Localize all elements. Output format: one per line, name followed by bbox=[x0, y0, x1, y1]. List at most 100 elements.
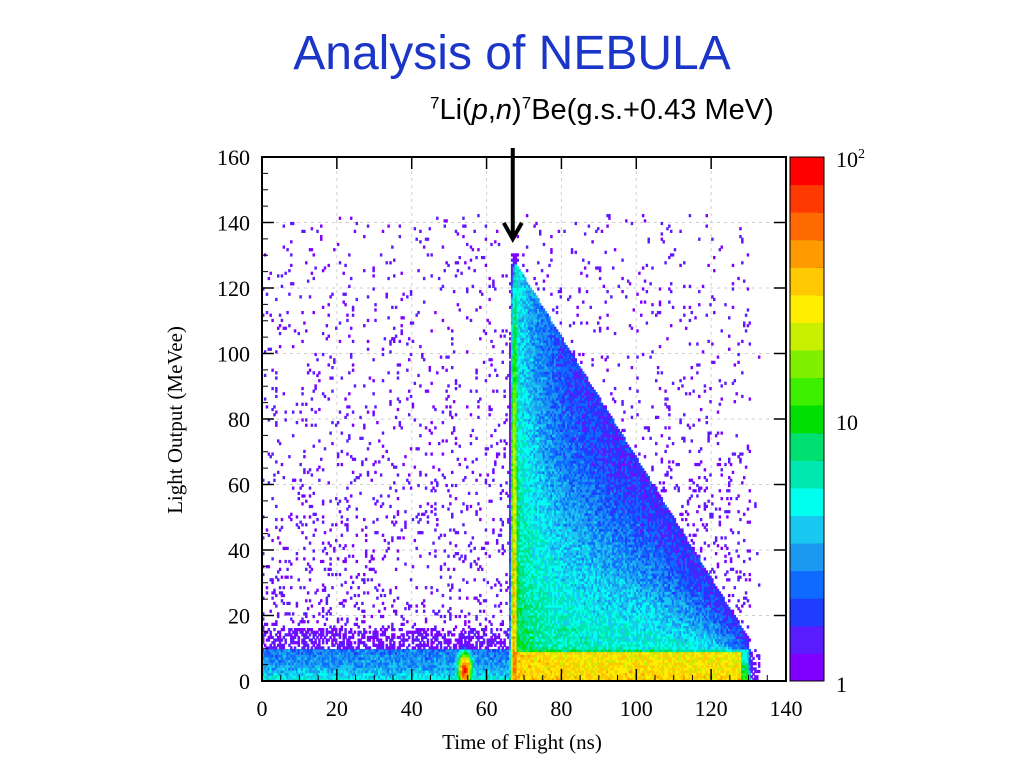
heatmap-cell bbox=[329, 662, 332, 666]
heatmap-cell bbox=[439, 355, 443, 359]
heatmap-cell bbox=[484, 237, 488, 241]
heatmap-cell bbox=[310, 677, 314, 681]
heatmap-cell bbox=[284, 612, 287, 616]
heatmap-cell bbox=[348, 659, 351, 663]
heatmap-cell bbox=[387, 276, 390, 281]
heatmap-cell bbox=[308, 295, 312, 299]
heatmap-cell bbox=[349, 656, 353, 661]
heatmap-cell bbox=[280, 643, 284, 647]
heatmap-cell bbox=[505, 580, 508, 585]
heatmap-cell bbox=[312, 371, 315, 375]
heatmap-cell bbox=[305, 662, 308, 666]
heatmap-cell bbox=[361, 436, 364, 440]
heatmap-cell bbox=[323, 656, 327, 661]
heatmap-cell bbox=[361, 648, 364, 653]
heatmap-cell bbox=[404, 520, 407, 524]
heatmap-cell bbox=[297, 675, 301, 679]
heatmap-cell bbox=[336, 557, 340, 561]
heatmap-cell bbox=[391, 245, 394, 249]
heatmap-cell bbox=[441, 366, 445, 370]
heatmap-cell bbox=[357, 664, 360, 668]
heatmap-cell bbox=[419, 470, 422, 475]
heatmap-cell bbox=[348, 638, 351, 642]
heatmap-cell bbox=[389, 486, 392, 490]
heatmap-cell bbox=[293, 651, 297, 655]
heatmap-cell bbox=[503, 394, 506, 399]
heatmap-cell bbox=[342, 651, 345, 655]
element-li: Li( bbox=[439, 94, 472, 126]
heatmap-cell bbox=[469, 541, 473, 545]
heatmap-cell bbox=[421, 352, 424, 357]
heatmap-cell bbox=[434, 625, 437, 629]
heatmap-cell bbox=[267, 664, 271, 668]
heatmap-cell bbox=[497, 549, 501, 553]
heatmap-cell bbox=[316, 643, 319, 647]
heatmap-cell bbox=[295, 662, 299, 666]
heatmap-cell bbox=[458, 384, 461, 388]
heatmap-cell bbox=[288, 643, 291, 647]
heatmap-cell bbox=[471, 470, 475, 475]
heatmap-cell bbox=[366, 347, 370, 351]
heatmap-cell bbox=[434, 507, 437, 511]
heatmap-cell bbox=[471, 536, 475, 540]
heatmap-cell bbox=[351, 313, 355, 317]
heatmap-cell bbox=[430, 329, 433, 333]
heatmap-cell bbox=[333, 677, 336, 681]
heatmap-cell bbox=[503, 389, 506, 393]
heatmap-cell bbox=[495, 389, 499, 393]
heatmap-cell bbox=[331, 659, 334, 663]
heatmap-cell bbox=[333, 651, 336, 655]
heatmap-cell bbox=[402, 536, 405, 540]
heatmap-cell bbox=[320, 672, 323, 676]
heatmap-cell bbox=[305, 664, 308, 668]
heatmap-cell bbox=[490, 339, 493, 344]
mass-number-be: 7 bbox=[521, 93, 532, 113]
heatmap-cell bbox=[286, 575, 289, 579]
heatmap-cell bbox=[473, 578, 476, 582]
heatmap-cell bbox=[355, 659, 359, 663]
heatmap-cell bbox=[348, 253, 351, 257]
heatmap-cell bbox=[525, 245, 529, 249]
heatmap-cell bbox=[301, 638, 304, 642]
heatmap-cell bbox=[503, 638, 506, 642]
heatmap-cell bbox=[381, 533, 385, 537]
heatmap-cell bbox=[465, 580, 469, 585]
heatmap-cell bbox=[321, 669, 325, 674]
heatmap-cell bbox=[316, 664, 319, 668]
heatmap-cell bbox=[376, 531, 379, 535]
heatmap-cell bbox=[346, 656, 349, 661]
heatmap-cell bbox=[301, 646, 304, 650]
heatmap-cell bbox=[346, 662, 349, 666]
heatmap-cell bbox=[344, 544, 347, 548]
heatmap-cell bbox=[310, 630, 314, 634]
heatmap-cell bbox=[314, 654, 317, 658]
heatmap-cell bbox=[312, 491, 315, 495]
heatmap-cell bbox=[505, 329, 508, 333]
heatmap-cell bbox=[290, 638, 293, 642]
heatmap-cell bbox=[372, 287, 375, 291]
heatmap-cell bbox=[363, 384, 366, 388]
heatmap-cell bbox=[443, 549, 446, 553]
heatmap-cell bbox=[422, 358, 426, 362]
heatmap-cell bbox=[329, 431, 332, 435]
heatmap-cell bbox=[344, 263, 347, 268]
heatmap-cell bbox=[318, 659, 321, 663]
heatmap-cell bbox=[306, 677, 310, 681]
heatmap-cell bbox=[262, 612, 265, 616]
heatmap-cell bbox=[320, 677, 323, 681]
heatmap-cell bbox=[439, 533, 443, 537]
heatmap-cell bbox=[434, 310, 437, 315]
heatmap-cell bbox=[333, 656, 336, 661]
heatmap-cell bbox=[469, 562, 473, 566]
heatmap-cell bbox=[333, 248, 336, 252]
heatmap-cell bbox=[475, 478, 478, 482]
heatmap-cell bbox=[314, 659, 317, 663]
heatmap-cell bbox=[306, 643, 310, 647]
heatmap-cell bbox=[456, 303, 460, 307]
heatmap-cell bbox=[393, 426, 396, 430]
heatmap-cell bbox=[331, 586, 334, 590]
heatmap-cell bbox=[316, 662, 319, 666]
heatmap-cell bbox=[346, 659, 349, 663]
heatmap-cell bbox=[394, 334, 398, 338]
heatmap-cell bbox=[467, 266, 471, 270]
